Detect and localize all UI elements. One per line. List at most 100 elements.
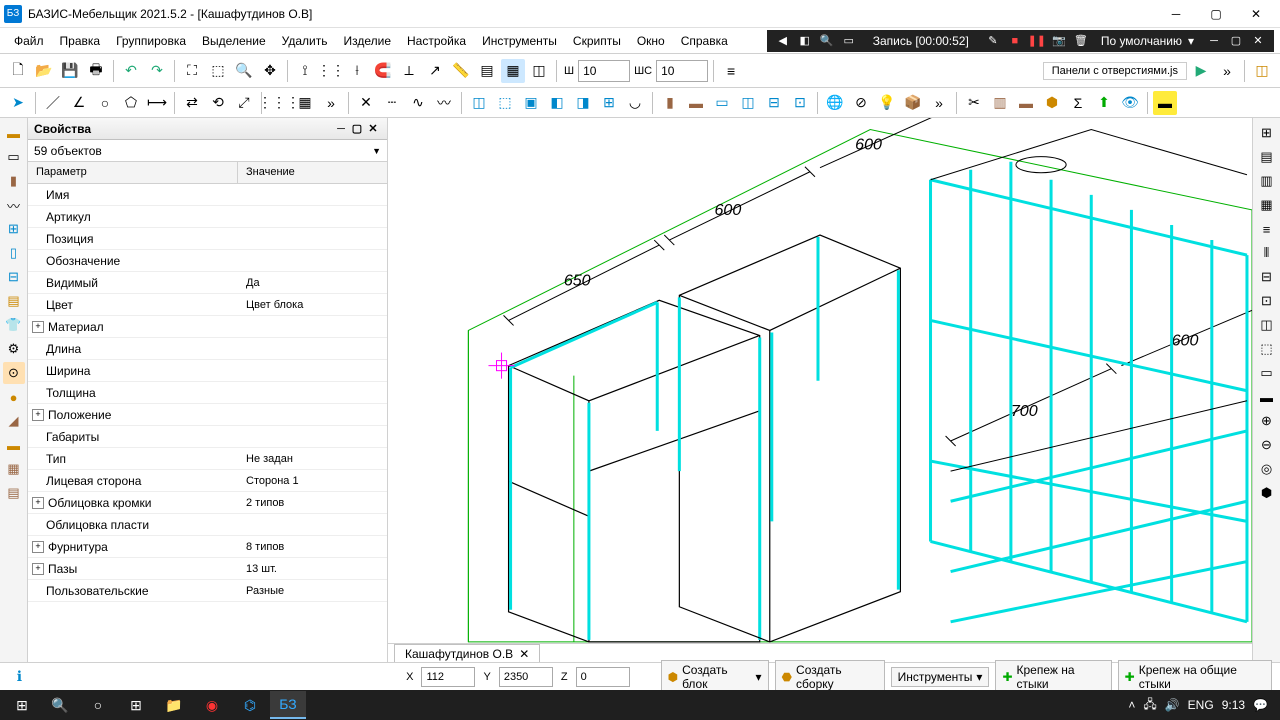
tray-lang[interactable]: ENG bbox=[1188, 698, 1214, 712]
menu-product[interactable]: Изделие bbox=[335, 30, 399, 52]
print-icon[interactable]: 🖶 bbox=[84, 59, 108, 83]
lt-hinge-icon[interactable]: ⚙ bbox=[3, 338, 25, 360]
check-icon[interactable]: ⊘ bbox=[849, 91, 873, 115]
taskview-icon[interactable]: ⊞ bbox=[118, 691, 154, 719]
prop-value[interactable]: 8 типов bbox=[238, 541, 284, 553]
prop-row[interactable]: Лицевая сторонаСторона 1 bbox=[28, 470, 387, 492]
prop-row[interactable]: +Материал bbox=[28, 316, 387, 338]
box2-icon[interactable]: ⬚ bbox=[493, 91, 517, 115]
box5-icon[interactable]: ◨ bbox=[571, 91, 595, 115]
expand-icon[interactable]: + bbox=[32, 497, 44, 509]
grid2-icon[interactable]: ▦ bbox=[293, 91, 317, 115]
x-input[interactable] bbox=[421, 667, 475, 687]
rt-9-icon[interactable]: ◫ bbox=[1256, 314, 1278, 336]
bazis-icon[interactable]: БЗ bbox=[270, 691, 306, 719]
dim-icon[interactable]: ⟼ bbox=[145, 91, 169, 115]
rt-11-icon[interactable]: ▭ bbox=[1256, 362, 1278, 384]
rt-2-icon[interactable]: ▤ bbox=[1256, 146, 1278, 168]
arc-icon[interactable]: ◡ bbox=[623, 91, 647, 115]
lt-door-icon[interactable]: ▯ bbox=[3, 242, 25, 264]
open-icon[interactable]: 📂 bbox=[32, 59, 56, 83]
mat1-icon[interactable]: ▮ bbox=[658, 91, 682, 115]
box4-icon[interactable]: ◧ bbox=[545, 91, 569, 115]
explorer-icon[interactable]: 📁 bbox=[156, 691, 192, 719]
align-icon[interactable]: ≡ bbox=[719, 59, 743, 83]
lt-floor-icon[interactable]: ▤ bbox=[3, 482, 25, 504]
snap-grid-icon[interactable]: ⋮⋮ bbox=[319, 59, 343, 83]
hatch-icon[interactable]: ▦ bbox=[501, 59, 525, 83]
cube-icon[interactable]: 📦 bbox=[901, 91, 925, 115]
rec-edit-icon[interactable]: ✎ bbox=[985, 33, 1001, 49]
rt-13-icon[interactable]: ⊕ bbox=[1256, 410, 1278, 432]
array-icon[interactable]: ⋮⋮⋮ bbox=[267, 91, 291, 115]
prop-row[interactable]: ЦветЦвет блока bbox=[28, 294, 387, 316]
mat4-icon[interactable]: ◫ bbox=[736, 91, 760, 115]
props-max-icon[interactable]: ▢ bbox=[349, 122, 365, 135]
polygon-icon[interactable]: ⬠ bbox=[119, 91, 143, 115]
fastener-common-button[interactable]: ✚Крепеж на общие стыки bbox=[1118, 660, 1272, 694]
tray-net-icon[interactable]: 🖧 bbox=[1143, 695, 1156, 716]
prop-value[interactable]: 2 типов bbox=[238, 497, 284, 509]
export-icon[interactable]: ⬆ bbox=[1092, 91, 1116, 115]
expand-icon[interactable]: + bbox=[32, 541, 44, 553]
prop-row[interactable]: Имя bbox=[28, 184, 387, 206]
props-selection[interactable]: 59 объектов ▼ bbox=[28, 140, 387, 162]
lt-block-icon[interactable]: ▬ bbox=[3, 434, 25, 456]
lt-frame-icon[interactable]: ⊞ bbox=[3, 218, 25, 240]
eye-icon[interactable]: 👁 bbox=[1118, 91, 1142, 115]
prop-value[interactable]: Разные bbox=[238, 585, 284, 597]
prop-row[interactable]: +Пазы13 шт. bbox=[28, 558, 387, 580]
zoom-win-icon[interactable]: ⬚ bbox=[206, 59, 230, 83]
doc-tab-close-icon[interactable]: ✕ bbox=[519, 647, 529, 661]
tray-time[interactable]: 9:13 bbox=[1222, 698, 1245, 712]
menu-edit[interactable]: Правка bbox=[52, 30, 109, 52]
width-input[interactable] bbox=[578, 60, 630, 82]
globe-icon[interactable]: 🌐 bbox=[823, 91, 847, 115]
angle-icon[interactable]: ∠ bbox=[67, 91, 91, 115]
line-icon[interactable]: ／ bbox=[41, 91, 65, 115]
prop-value[interactable]: Не задан bbox=[238, 453, 293, 465]
prop-value[interactable]: Сторона 1 bbox=[238, 475, 299, 487]
rec-marker-icon[interactable]: ◧ bbox=[797, 33, 813, 49]
region-icon[interactable]: ◫ bbox=[527, 59, 551, 83]
start-button[interactable]: ⊞ bbox=[4, 691, 40, 719]
scale-icon[interactable]: ⤢ bbox=[232, 91, 256, 115]
lt-fabric-icon[interactable]: 👕 bbox=[3, 314, 25, 336]
menu-select[interactable]: Выделение bbox=[194, 30, 274, 52]
rec-prev-icon[interactable]: ◀ bbox=[775, 33, 791, 49]
tray-notif-icon[interactable]: 💬 bbox=[1253, 698, 1268, 712]
mat3-icon[interactable]: ▭ bbox=[710, 91, 734, 115]
spline-icon[interactable]: 〰 bbox=[432, 91, 456, 115]
props-sel-dd-icon[interactable]: ▼ bbox=[372, 146, 381, 156]
lt-drawer-icon[interactable]: ▤ bbox=[3, 290, 25, 312]
box3-icon[interactable]: ▣ bbox=[519, 91, 543, 115]
save-icon[interactable]: 💾 bbox=[58, 59, 82, 83]
prop-row[interactable]: Обозначение bbox=[28, 250, 387, 272]
rt-8-icon[interactable]: ⊡ bbox=[1256, 290, 1278, 312]
assembly-icon[interactable]: ⬢ bbox=[1040, 91, 1064, 115]
rec-del-icon[interactable]: 🗑 bbox=[1073, 33, 1089, 49]
search-button[interactable]: 🔍 bbox=[42, 691, 78, 719]
rt-7-icon[interactable]: ⊟ bbox=[1256, 266, 1278, 288]
create-assembly-button[interactable]: ⬣Создать сборку bbox=[775, 660, 885, 694]
box1-icon[interactable]: ◫ bbox=[467, 91, 491, 115]
props-header[interactable]: Свойства ─ ▢ ✕ bbox=[28, 118, 387, 140]
lt-rect-icon[interactable]: ▭ bbox=[3, 146, 25, 168]
snap-ext-icon[interactable]: ↗ bbox=[423, 59, 447, 83]
tools-button[interactable]: Инструменты▾ bbox=[891, 667, 990, 687]
close-button[interactable]: ✕ bbox=[1236, 0, 1276, 27]
rt-6-icon[interactable]: ⫴ bbox=[1256, 242, 1278, 264]
maximize-button[interactable]: ▢ bbox=[1196, 0, 1236, 27]
prop-row[interactable]: Габариты bbox=[28, 426, 387, 448]
new-icon[interactable]: 🗋 bbox=[6, 59, 30, 83]
rt-5-icon[interactable]: ≡ bbox=[1256, 218, 1278, 240]
viewport[interactable]: 650 600 600 700 600 700 bbox=[388, 118, 1252, 643]
prop-row[interactable]: Толщина bbox=[28, 382, 387, 404]
tray-vol-icon[interactable]: 🔊 bbox=[1165, 698, 1180, 712]
info-icon[interactable]: ℹ bbox=[8, 665, 31, 689]
sum-icon[interactable]: Σ bbox=[1066, 91, 1090, 115]
mdi-min-icon[interactable]: ─ bbox=[1206, 33, 1222, 49]
snap-perp-icon[interactable]: ⟂ bbox=[397, 59, 421, 83]
bulb-icon[interactable]: 💡 bbox=[875, 91, 899, 115]
curve-icon[interactable]: ∿ bbox=[406, 91, 430, 115]
